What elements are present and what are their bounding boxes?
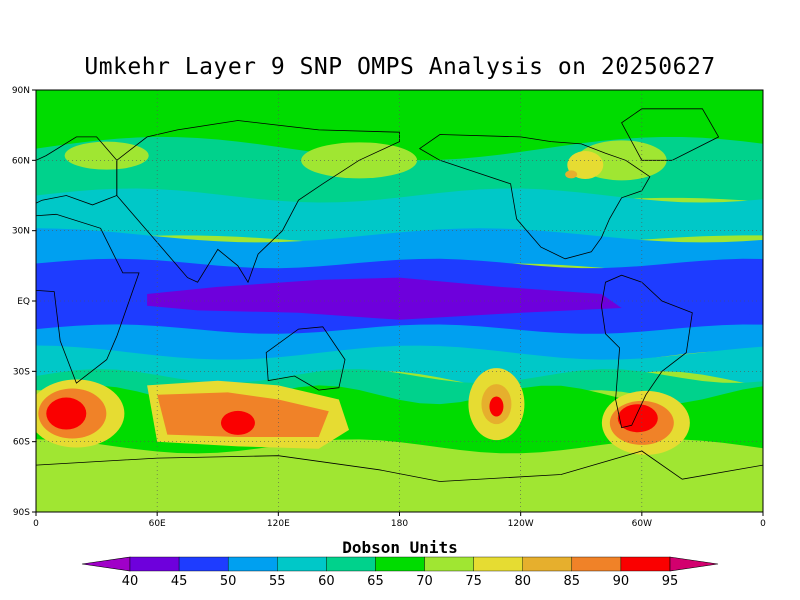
field-south-atlantic-95 xyxy=(46,397,87,430)
x-tick-label: 60E xyxy=(149,519,166,529)
colorbar-segment xyxy=(522,556,573,572)
coastline-africa xyxy=(36,213,140,384)
colorbar-segment xyxy=(571,556,622,572)
colorbar-tick-label: 65 xyxy=(367,574,384,589)
coastline-south-america xyxy=(600,274,693,429)
coastline-north-america xyxy=(418,134,651,260)
y-tick-label: 30S xyxy=(13,367,30,377)
colorbar-tick-label: 90 xyxy=(613,574,630,589)
field-pacific-95 xyxy=(489,396,504,417)
colorbar-tick-label: 50 xyxy=(220,574,237,589)
colorbar-arrow-high xyxy=(669,556,719,572)
colorbar-tick-label: 70 xyxy=(416,574,433,589)
colorbar-arrow-low xyxy=(81,556,131,572)
x-tick-label: 0 xyxy=(760,519,766,529)
x-tick-label: 180 xyxy=(391,519,408,529)
y-tick-label: 90S xyxy=(13,508,30,518)
colorbar-segment xyxy=(129,556,180,572)
colorbar: 40 45 50 55 60 65 70 75 80 85 90 95 xyxy=(81,556,719,589)
colorbar-segment xyxy=(620,556,671,572)
field-north-patch-europe xyxy=(64,141,149,170)
colorbar-tick-label: 80 xyxy=(514,574,531,589)
field-south-america-95 xyxy=(617,404,658,433)
field-atlantic-low xyxy=(702,289,763,316)
colorbar-segment xyxy=(424,556,474,572)
colorbar-segment xyxy=(227,556,278,572)
colorbar-segment xyxy=(277,556,327,572)
colorbar-tick-label: 55 xyxy=(269,574,286,589)
colorbar-segment xyxy=(178,556,229,572)
colorbar-segment xyxy=(326,556,376,572)
colorbar-tick-label: 85 xyxy=(564,574,581,589)
y-tick-label: EQ xyxy=(17,297,30,307)
field-north-patch-hudson xyxy=(567,151,604,180)
x-tick-label: 120W xyxy=(508,519,534,529)
colorbar-tick-label: 40 xyxy=(122,574,139,589)
map-axes: 0 60E 120E 180 120W 60W 0 90N 60N 30N EQ 30S 60S 90S xyxy=(12,86,766,529)
x-tick-label: 0 xyxy=(33,519,39,529)
ozone-field xyxy=(36,90,763,512)
field-band-south-polar xyxy=(36,446,763,512)
field-equatorial-minimum xyxy=(147,277,622,320)
y-tick-label: 60N xyxy=(12,156,30,166)
x-tick-label: 120E xyxy=(267,519,290,529)
colorbar-segment xyxy=(375,556,425,572)
field-indian-ocean-95 xyxy=(220,410,255,435)
colorbar-tick-label: 95 xyxy=(662,574,679,589)
field-band-south-55 xyxy=(36,324,763,365)
coastline-asia xyxy=(116,120,400,284)
coastline-australia xyxy=(265,326,346,391)
colorbar-tick-label: 45 xyxy=(171,574,188,589)
x-tick-label: 60W xyxy=(632,519,652,529)
colorbar-label: Dobson Units xyxy=(342,538,458,557)
chart-title: Umkehr Layer 9 SNP OMPS Analysis on 2025… xyxy=(84,54,716,80)
y-tick-label: 90N xyxy=(12,86,30,96)
coastline-antarctica xyxy=(36,450,763,512)
y-tick-label: 60S xyxy=(13,438,30,448)
colorbar-tick-label: 75 xyxy=(465,574,482,589)
y-tick-label: 30N xyxy=(12,227,30,237)
field-north-max xyxy=(565,170,578,179)
colorbar-tick-label: 60 xyxy=(318,574,335,589)
colorbar-segment xyxy=(473,556,523,572)
